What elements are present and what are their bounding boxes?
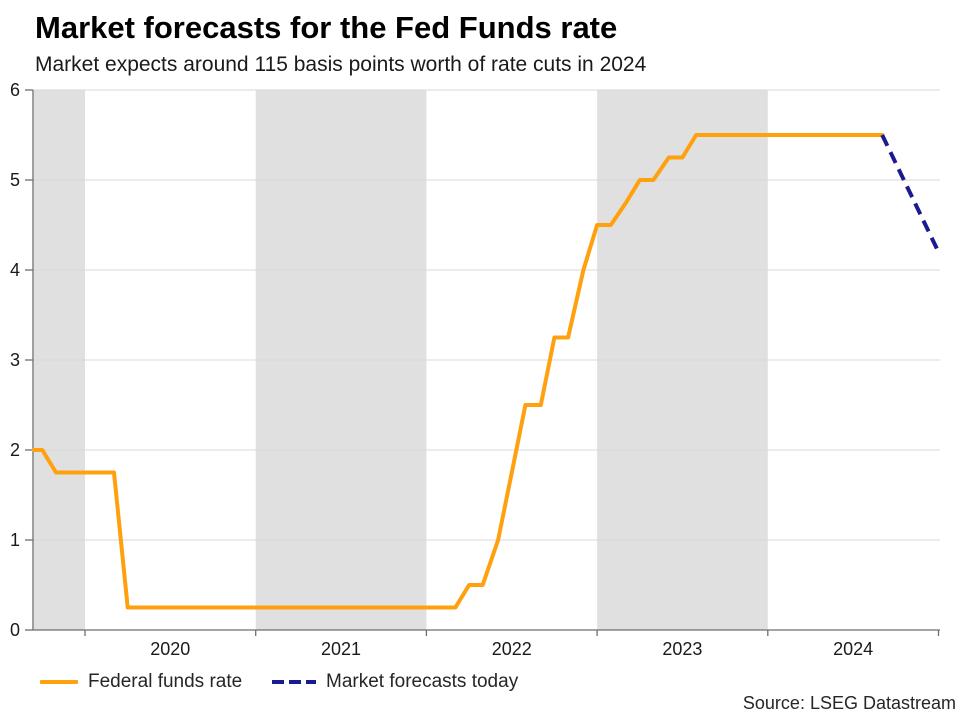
svg-text:0: 0 (10, 620, 20, 640)
svg-text:2023: 2023 (662, 639, 702, 659)
source-credit: Source: LSEG Datastream (742, 693, 956, 713)
x-axis: 2020 2021 2022 2023 2024 (33, 629, 940, 659)
svg-text:2022: 2022 (492, 639, 532, 659)
fed-funds-line-swatch (40, 680, 78, 684)
chart-title: Market forecasts for the Fed Funds rate (35, 10, 618, 45)
legend-item-fed-funds: Federal funds rate (40, 669, 242, 695)
fed-funds-line (31, 133, 885, 610)
forecast-line (880, 134, 941, 253)
svg-text:6: 6 (10, 80, 20, 100)
forecast-line-swatch (272, 680, 316, 684)
svg-text:1: 1 (10, 530, 20, 550)
svg-text:3: 3 (10, 350, 20, 370)
svg-text:2: 2 (10, 440, 20, 460)
svg-text:2021: 2021 (321, 639, 361, 659)
chart-subtitle: Market expects around 115 basis points w… (35, 53, 647, 76)
legend: Federal funds rate Market forecasts toda… (0, 669, 960, 695)
legend-label-fed-funds: Federal funds rate (88, 671, 243, 692)
svg-text:2024: 2024 (833, 639, 873, 659)
y-axis: 0 1 2 3 4 5 6 (10, 80, 34, 640)
svg-text:5: 5 (10, 170, 20, 190)
gridlines (33, 89, 940, 541)
legend-label-forecast: Market forecasts today (326, 671, 519, 692)
svg-text:2020: 2020 (150, 639, 190, 659)
legend-item-forecast: Market forecasts today (272, 669, 518, 695)
svg-text:4: 4 (10, 260, 20, 280)
